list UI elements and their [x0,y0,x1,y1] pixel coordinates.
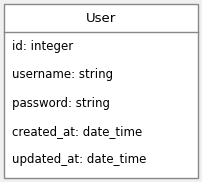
Text: updated_at: date_time: updated_at: date_time [12,153,146,166]
Text: id: integer: id: integer [12,40,73,53]
Text: password: string: password: string [12,96,110,110]
Text: username: string: username: string [12,68,113,81]
Text: created_at: date_time: created_at: date_time [12,125,142,138]
Text: User: User [86,11,116,25]
